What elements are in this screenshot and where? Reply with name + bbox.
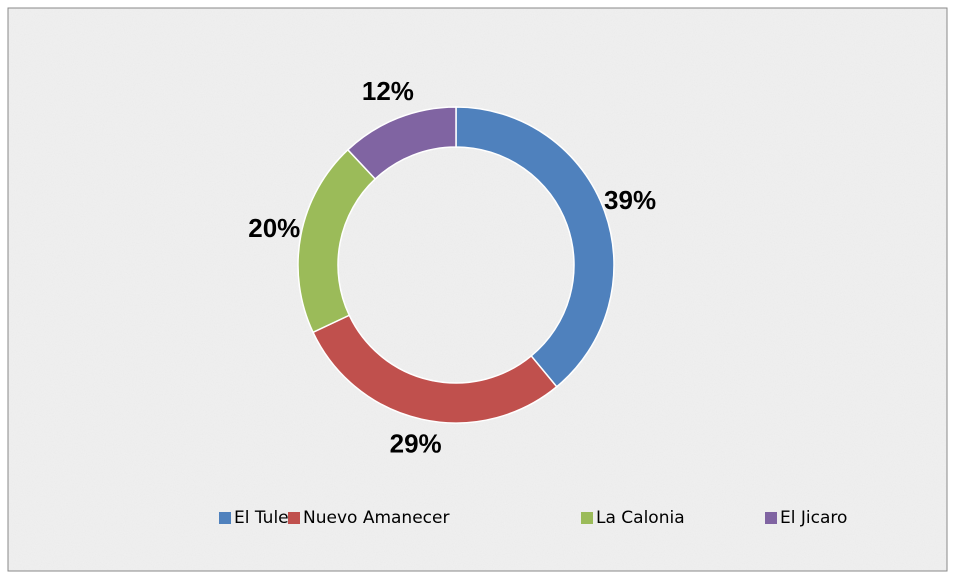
donut-slice: [346, 106, 457, 181]
legend-label: El Tule: [234, 508, 289, 528]
legend-swatch: [219, 512, 231, 524]
legend-label: Nuevo Amanecer: [303, 508, 449, 528]
donut-slice: [455, 106, 615, 388]
data-label: 20%: [248, 213, 300, 243]
data-label: 12%: [362, 76, 414, 106]
legend-label: La Calonia: [596, 508, 685, 528]
legend-swatch: [581, 512, 593, 524]
legend-label: El Jicaro: [780, 508, 847, 528]
legend-swatch: [765, 512, 777, 524]
data-label: 29%: [390, 428, 442, 458]
texture: [9, 9, 946, 570]
legend-swatch: [288, 512, 300, 524]
data-label: 39%: [604, 185, 656, 215]
